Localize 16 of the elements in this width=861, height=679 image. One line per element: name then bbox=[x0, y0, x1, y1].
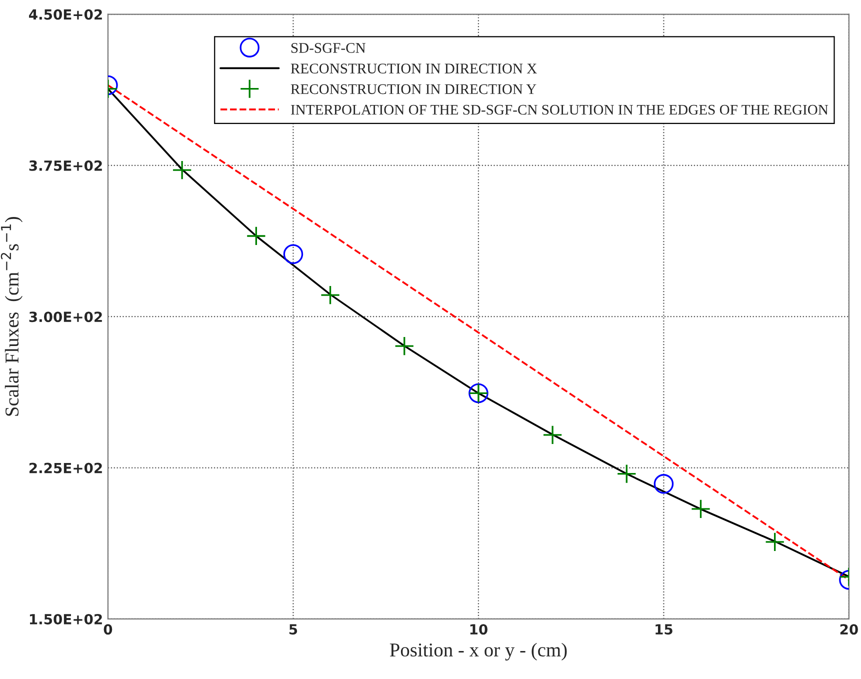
legend-label: INTERPOLATION OF THE SD-SGF-CN SOLUTION IN THE EDGES OF THE REGION bbox=[290, 104, 828, 115]
x-axis-title: Position - x or y - (cm) bbox=[390, 642, 567, 661]
y-tick-label: 2.25E+02 bbox=[29, 462, 102, 474]
x-tick-label: 0 bbox=[104, 624, 112, 635]
y-tick-label: 3.75E+02 bbox=[29, 160, 102, 171]
y-axis-title: Scalar Fluxes (cm$^{−2}$s$^{−1}$) bbox=[0, 217, 23, 416]
x-tick-label: 5 bbox=[289, 624, 298, 635]
legend-label: RECONSTRUCTION IN DIRECTION Y bbox=[290, 84, 536, 94]
x-tick-label: 15 bbox=[656, 624, 672, 635]
y-tick-label: 1.50E+02 bbox=[30, 614, 102, 624]
y-tick-label: 4.50E+02 bbox=[29, 9, 102, 20]
legend-label: RECONSTRUCTION IN DIRECTION X bbox=[290, 64, 537, 74]
x-tick-label: 20 bbox=[840, 624, 858, 635]
legend-label: SD-SGF-CN bbox=[291, 43, 366, 53]
y-tick-label: 3.00E+02 bbox=[29, 312, 102, 322]
x-tick-label: 10 bbox=[470, 624, 488, 635]
